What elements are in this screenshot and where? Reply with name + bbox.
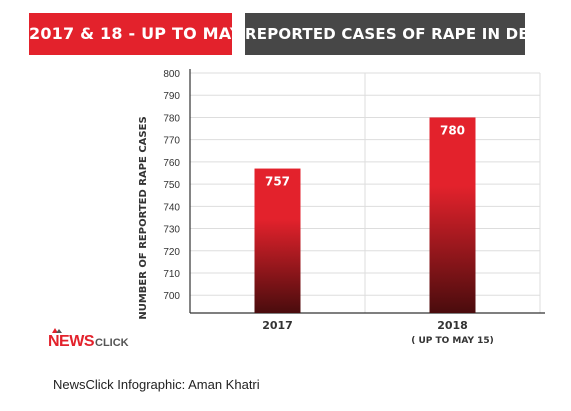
y-tick-labels: 700 710 720 730 740 750 760 770 780 790 800 [163,69,180,302]
y-axis-label: NUMBER OF REPORTED RAPE CASES [138,116,149,319]
banner-chart-heading: REPORTED CASES OF RAPE IN DELHI [245,13,557,55]
chart-gridlines [189,72,541,313]
y-tick-label: 800 [163,69,180,80]
x-category-labels: 2017 2018 ( UP TO MAY 15) [262,319,494,346]
y-tick-label: 750 [163,180,180,191]
newsclick-logo: NEWS CLICK [48,328,129,353]
bar-value-label: 780 [440,123,465,137]
banner-date-range: 2017 & 18 - UP TO MAY 15 [29,13,270,55]
y-tick-label: 780 [163,113,180,124]
x-category-label: 2017 [262,319,293,332]
y-tick-label: 760 [163,158,180,169]
bar-value-label: 757 [265,175,290,189]
y-tick-label: 790 [163,91,180,102]
y-tick-label: 700 [163,291,180,302]
chart-axes [189,69,545,314]
infographic-credit: NewsClick Infographic: Aman Khatri [53,377,260,392]
bar-2018 [429,117,476,313]
y-tick-label: 710 [163,269,180,280]
y-tick-label: 730 [163,225,180,236]
logo-click-text: CLICK [95,337,129,349]
y-tick-label: 720 [163,247,180,258]
x-category-sublabel: ( UP TO MAY 15) [411,336,494,346]
y-tick-label: 740 [163,202,180,213]
chart-bars: 757 780 [254,117,476,313]
logo-mark-icon [52,328,62,333]
bar-2017 [254,168,301,313]
x-category-label: 2018 [437,319,468,332]
y-tick-label: 770 [163,136,180,147]
logo-news-text: NEWS [48,333,95,350]
